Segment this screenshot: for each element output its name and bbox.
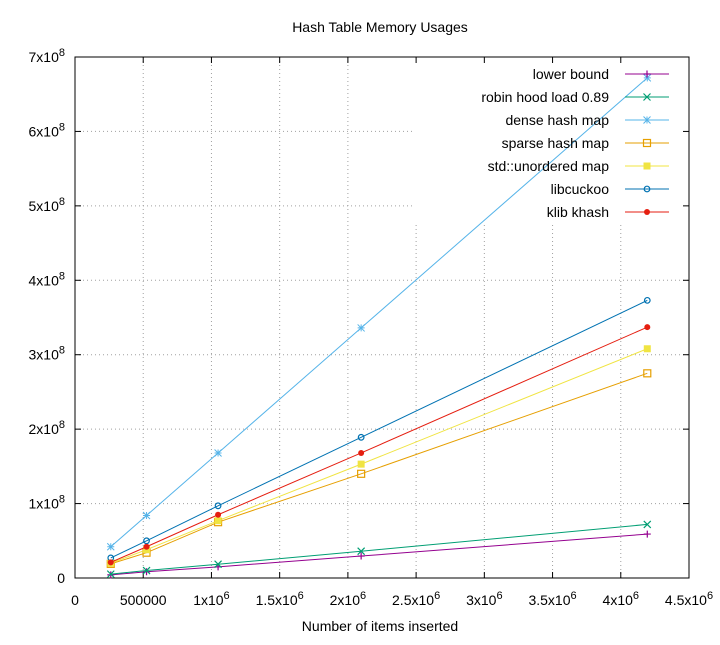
data-point [106, 570, 115, 579]
legend-entry: robin hood load 0.89 [481, 89, 669, 105]
x-tick-label: 2x106 [330, 590, 366, 608]
series-5 [107, 296, 651, 562]
data-point [357, 460, 365, 468]
legend-label: libcuckoo [551, 181, 610, 197]
x-tick-label: 1x106 [193, 590, 229, 608]
series-line [110, 372, 648, 565]
y-tick-label: 0 [57, 570, 65, 586]
data-point [644, 324, 651, 331]
legend-marker [643, 116, 651, 124]
y-tick-label: 7x108 [29, 47, 65, 65]
x-tick-label: 500000 [120, 592, 167, 608]
data-point [358, 449, 365, 456]
legend-entry: sparse hash map [502, 135, 669, 151]
data-point [107, 559, 114, 566]
series-line [110, 348, 648, 564]
series-3 [106, 369, 652, 568]
series-4 [107, 345, 651, 567]
data-point [643, 520, 652, 529]
y-tick-label: 4x108 [29, 270, 65, 288]
plot-frame [74, 56, 690, 579]
data-point [214, 517, 222, 525]
data-point [143, 543, 150, 550]
data-point [106, 542, 115, 551]
series-1 [106, 520, 652, 579]
x-tick-label: 4.5x106 [665, 590, 713, 608]
chart-title: Hash Table Memory Usages [292, 19, 468, 35]
legend-marker [643, 185, 651, 193]
y-tick-label: 1x108 [29, 494, 65, 512]
data-point [357, 469, 366, 478]
data-point [357, 552, 365, 560]
legend-marker [643, 162, 651, 170]
legend-marker [643, 70, 651, 78]
data-point [214, 560, 222, 569]
legend-marker [643, 93, 651, 101]
data-point [643, 296, 651, 304]
legend-entry: libcuckoo [551, 181, 669, 197]
series-layer [106, 73, 652, 579]
data-point [215, 511, 222, 518]
legend-marker [642, 138, 652, 148]
y-tick-label: 3x108 [29, 345, 65, 363]
legend-label: std::unordered map [488, 158, 610, 174]
x-tick-label: 2.5x106 [392, 590, 440, 608]
data-point [143, 537, 150, 545]
x-tick-label: 1.5x106 [256, 590, 304, 608]
series-2 [106, 73, 652, 551]
data-point [643, 73, 652, 82]
data-point [214, 502, 222, 510]
x-tick-label: 0 [71, 592, 79, 608]
axes: 0 1x108 2x108 3x108 4x108 5x108 6x108 7x108 0 500… [29, 47, 714, 608]
data-point [142, 566, 151, 575]
legend-entry: std::unordered map [488, 158, 669, 174]
legend-entry: lower bound [533, 66, 669, 82]
data-point [357, 547, 366, 556]
data-point [142, 511, 151, 520]
legend-label: robin hood load 0.89 [481, 89, 609, 105]
legend-marker [644, 209, 650, 215]
legend-label: lower bound [533, 66, 609, 82]
y-tick-label: 5x108 [29, 196, 65, 214]
x-axis-label: Number of items inserted [302, 618, 458, 634]
data-point [143, 568, 151, 576]
grid [75, 57, 689, 578]
series-0 [107, 530, 651, 579]
data-point [357, 324, 365, 332]
legend-entry: dense hash map [505, 112, 669, 128]
x-tick-label: 3x106 [466, 590, 502, 608]
data-point [643, 369, 652, 378]
data-point [357, 433, 365, 441]
y-tick-label: 6x108 [29, 121, 65, 139]
y-tick-label: 2x108 [29, 419, 65, 437]
legend-label: dense hash map [505, 112, 609, 128]
legend-label: klib khash [547, 204, 609, 220]
data-point [214, 449, 222, 457]
series-line [110, 533, 648, 576]
x-tick-label: 3.5x106 [528, 590, 576, 608]
legend-label: sparse hash map [502, 135, 610, 151]
series-6 [107, 324, 651, 566]
series-line [110, 326, 648, 563]
legend: lower bound robin hood load 0.89 dense has… [481, 66, 669, 220]
legend-entry: klib khash [547, 204, 669, 220]
data-point [643, 345, 651, 353]
series-line [110, 299, 648, 559]
data-point [643, 530, 651, 538]
x-tick-label: 4x106 [603, 590, 639, 608]
